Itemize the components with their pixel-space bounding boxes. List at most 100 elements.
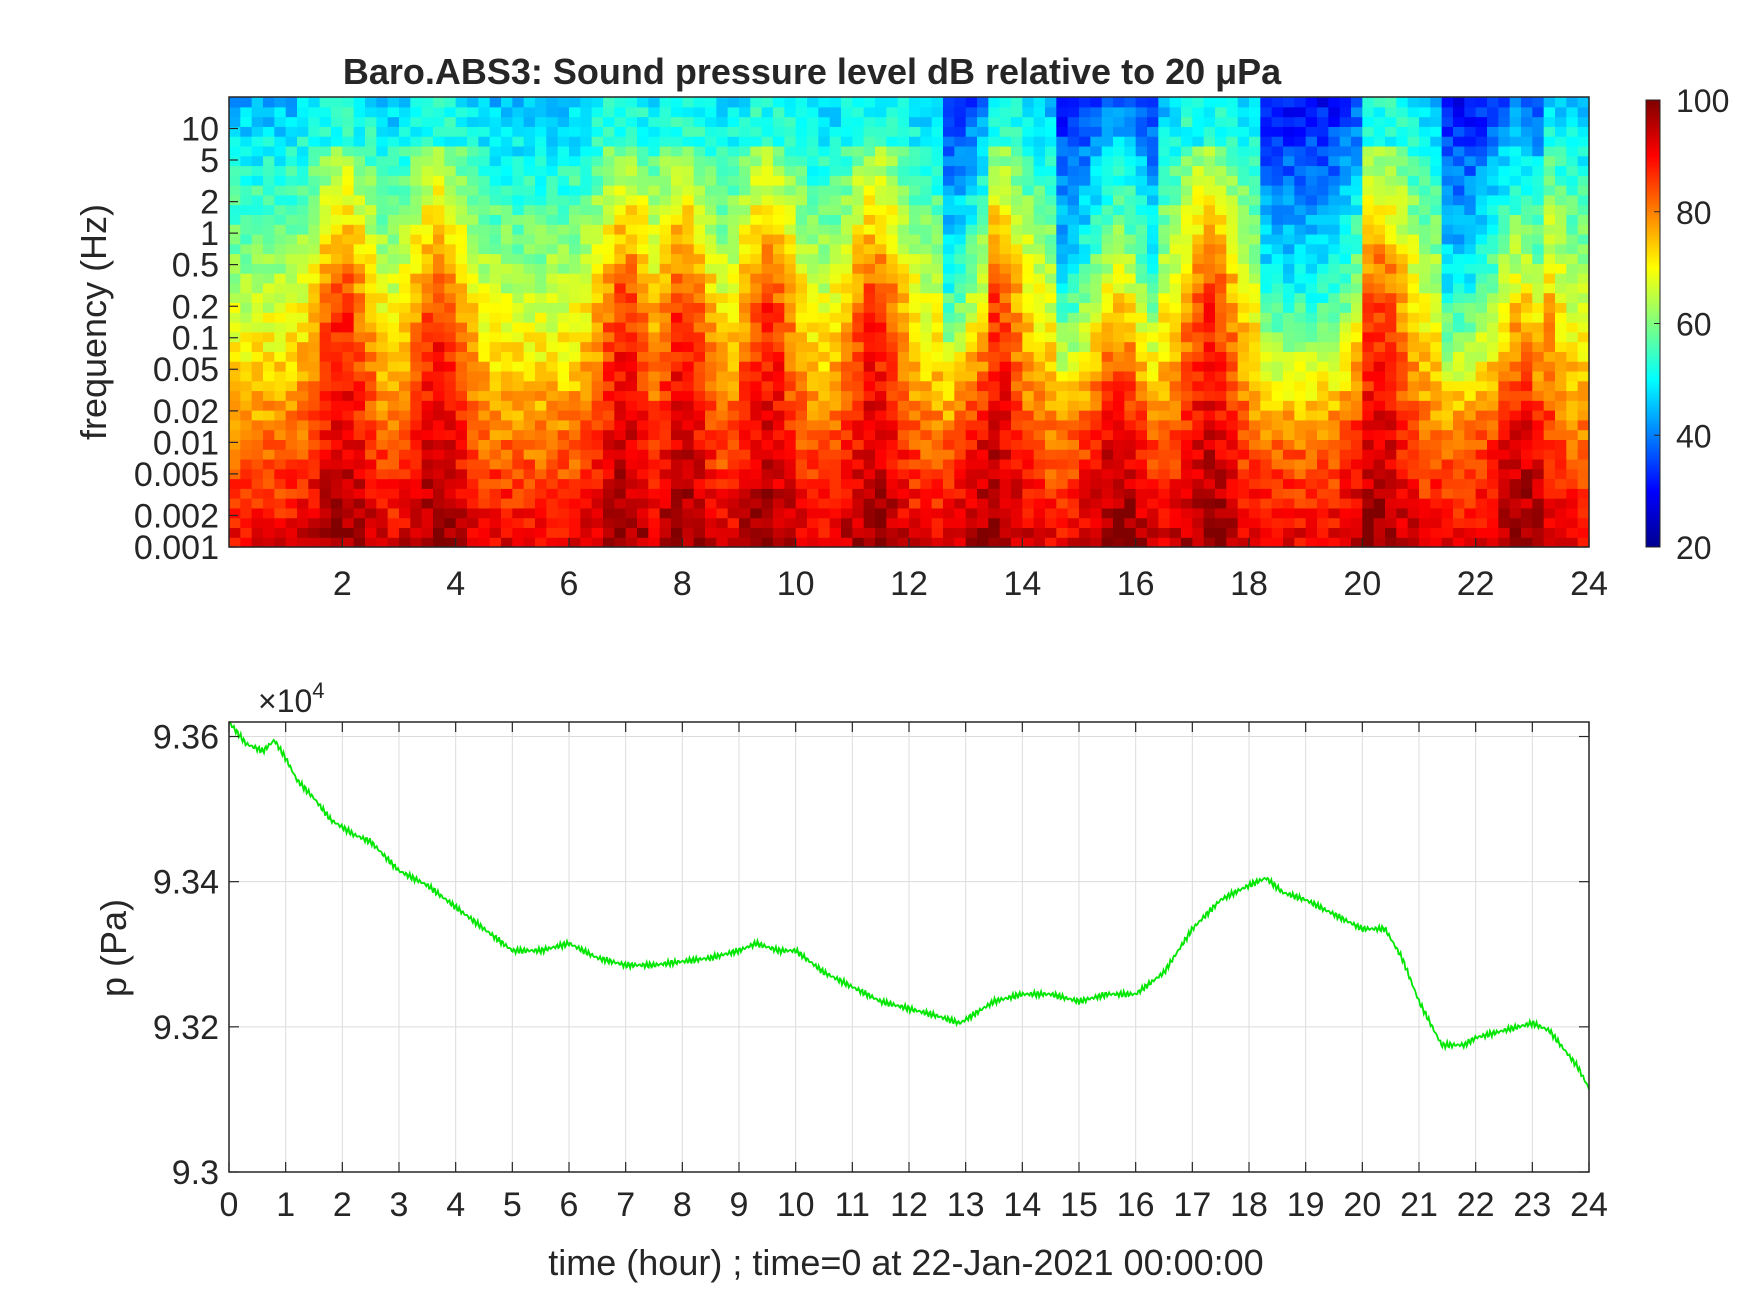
- spectrogram-cell: [297, 106, 309, 118]
- spectrogram-cell: [1135, 233, 1148, 245]
- spectrogram-cell: [1260, 458, 1273, 470]
- spectrogram-cell: [863, 390, 876, 401]
- spectrogram-cell: [1260, 263, 1273, 274]
- spectrogram-cell: [1113, 478, 1125, 489]
- spectrogram-cell: [739, 302, 751, 313]
- spectrogram-cell: [807, 194, 819, 206]
- spectrogram-cell: [705, 410, 717, 421]
- spectrogram-cell: [1056, 468, 1069, 480]
- spectrogram-cell: [1022, 341, 1035, 352]
- spectrogram-cell: [433, 351, 445, 362]
- spectrogram-cell: [920, 370, 933, 382]
- spectrogram-cell: [1373, 292, 1386, 304]
- spectrogram-cell: [977, 498, 989, 509]
- spectrogram-cell: [716, 380, 729, 392]
- spectrogram-cell: [682, 233, 695, 245]
- spectrogram-cell: [773, 116, 785, 127]
- spectrogram-cell: [229, 136, 241, 147]
- spectrogram-cell: [365, 429, 377, 440]
- spectrogram-cell: [988, 380, 1001, 392]
- spectrogram-cell: [444, 204, 457, 215]
- spectrogram-cell: [1294, 429, 1307, 440]
- spectrogram-cell: [353, 468, 366, 480]
- spectrogram-cell: [716, 97, 729, 108]
- spectrogram-cell: [546, 370, 559, 382]
- spectrogram-cell: [682, 273, 695, 284]
- spectrogram-cell: [557, 214, 570, 225]
- spectrogram-cell: [693, 214, 706, 225]
- spectrogram-cell: [693, 390, 706, 401]
- spectrogram-cell: [1147, 439, 1159, 450]
- spectrogram-cell: [1430, 292, 1443, 304]
- spectrogram-cell: [1113, 390, 1125, 401]
- spectrogram-cell: [1328, 390, 1341, 401]
- spectrogram-cell: [1045, 439, 1057, 450]
- spectrogram-cell: [1441, 449, 1454, 460]
- spectrogram-cell: [1339, 116, 1352, 127]
- spectrogram-cell: [693, 145, 706, 157]
- spectrogram-cell: [659, 331, 672, 343]
- spectrogram-cell: [886, 224, 899, 235]
- spectrogram-cell: [659, 429, 672, 440]
- spectrogram-cell: [1169, 224, 1182, 235]
- spectrogram-cell: [988, 214, 1001, 225]
- spectrogram-cell: [1101, 380, 1114, 392]
- spectrogram-cell: [285, 97, 298, 108]
- spectrogram-cell: [1067, 282, 1080, 294]
- spectrogram-cell: [1430, 322, 1443, 333]
- spectrogram-cell: [784, 419, 797, 431]
- spectrogram-cell: [251, 527, 264, 538]
- spectrogram-cell: [1067, 185, 1080, 196]
- spectrogram-cell: [716, 224, 729, 235]
- spectrogram-cell: [1249, 322, 1261, 333]
- spectrogram-cell: [1226, 351, 1239, 362]
- spectrogram-cell: [739, 233, 751, 245]
- spectrogram-cell: [1124, 136, 1137, 147]
- spectrogram-cell: [807, 145, 819, 157]
- spectrogram-cell: [1339, 380, 1352, 392]
- spectrogram-cell: [659, 380, 672, 392]
- spectrogram-cell: [308, 97, 321, 108]
- spectrogram-cell: [1181, 439, 1193, 450]
- spectrogram-cell: [1158, 390, 1171, 401]
- spectrogram-cell: [614, 370, 627, 382]
- spectrogram-cell: [875, 214, 887, 225]
- spectrogram-cell: [399, 400, 411, 411]
- spectrogram-cell: [308, 419, 321, 431]
- spectrogram-cell: [829, 282, 842, 294]
- spectrogram-cell: [863, 243, 876, 255]
- spectrogram-cell: [1385, 292, 1397, 304]
- spectrogram-cell: [954, 478, 967, 489]
- spectrogram-cell: [625, 243, 638, 255]
- spectrogram-cell: [1226, 322, 1239, 333]
- spectrogram-cell: [977, 468, 989, 480]
- spectrogram-cell: [1385, 312, 1397, 323]
- spectrogram-cell: [1305, 507, 1318, 519]
- spectrogram-cell: [1215, 478, 1227, 489]
- spectrogram-cell: [682, 282, 695, 294]
- spectrogram-cell: [1453, 517, 1465, 529]
- spectrogram-cell: [376, 155, 389, 167]
- spectrogram-cell: [875, 302, 887, 313]
- spectrogram-cell: [1067, 449, 1080, 460]
- spectrogram-cell: [931, 419, 944, 431]
- spectrogram-cell: [1260, 419, 1273, 431]
- spectrogram-cell: [433, 233, 445, 245]
- spectrogram-cell: [625, 106, 638, 118]
- spectrogram-cell: [648, 458, 661, 470]
- spectrogram-cell: [353, 439, 366, 450]
- spectrogram-cell: [614, 263, 627, 274]
- spectrogram-cell: [263, 380, 275, 392]
- spectrogram-cell: [795, 458, 808, 470]
- spectrogram-cell: [671, 478, 683, 489]
- spectrogram-cell: [1203, 468, 1216, 480]
- spectrogram-cell: [546, 155, 559, 167]
- spectrogram-cell: [1305, 97, 1318, 108]
- spectrogram-cell: [1453, 449, 1465, 460]
- spectrogram-cell: [1203, 233, 1216, 245]
- spectrogram-cell: [931, 155, 944, 167]
- spectrogram-cell: [1135, 400, 1148, 411]
- spectrogram-cell: [455, 507, 468, 519]
- spectrogram-cell: [841, 488, 853, 499]
- spectrogram-cell: [399, 322, 411, 333]
